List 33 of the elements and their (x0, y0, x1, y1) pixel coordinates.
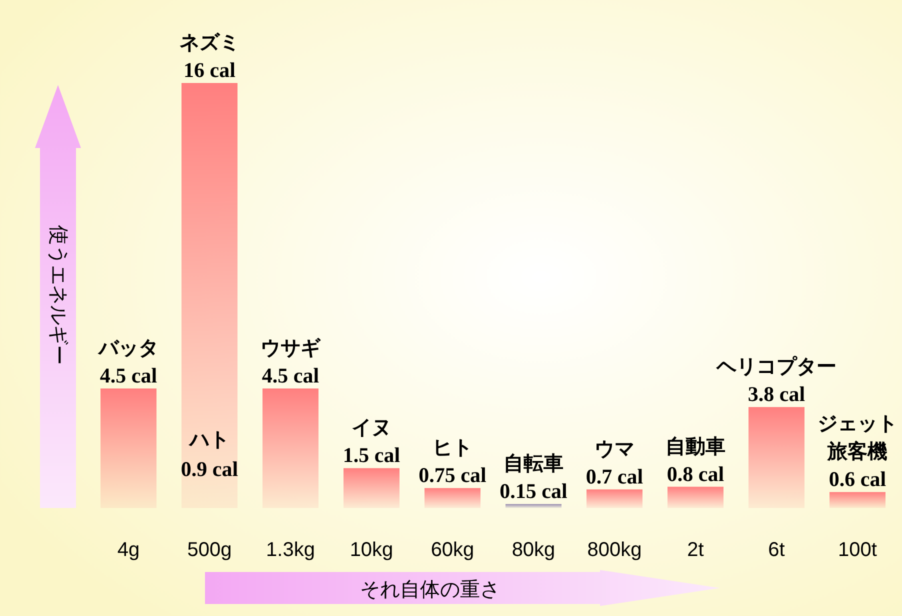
data-label: 0.7 cal (586, 464, 644, 488)
x-tick-label: 6t (768, 539, 786, 561)
annotation: ウサギ (260, 337, 322, 360)
annotation: バッタ (98, 337, 158, 360)
data-label: 16 cal (184, 58, 236, 82)
annotation: ネズミ (180, 32, 240, 54)
annotation: ハト 0.9 cal (180, 429, 238, 481)
annotation: 自動車 (666, 436, 726, 458)
data-label: 4.5 cal (262, 363, 320, 388)
x-axis-title: それ自体の重さ (360, 579, 500, 601)
annotation: 自転車 (504, 453, 564, 476)
x-tick-label: 80kg (512, 539, 556, 561)
annotation: イヌ (352, 417, 392, 440)
data-label: 0.8 cal (666, 462, 724, 486)
x-tick-label: 1.3kg (266, 539, 315, 561)
data-label: 4.5 cal (100, 363, 158, 388)
data-label: 1.5 cal (342, 443, 400, 468)
annotation: ウマ (594, 438, 634, 460)
annotation: ヒト (432, 437, 472, 460)
y-axis-title: 使うエネルギー (47, 225, 69, 365)
data-label: 3.8 cal (748, 382, 806, 406)
data-label: 0.75 cal (418, 463, 486, 488)
x-tick-label: 10kg (350, 539, 394, 561)
x-tick-label: 60kg (430, 539, 474, 561)
x-tick-label: 100t (838, 539, 878, 561)
data-label: 0.15 cal (500, 479, 568, 504)
x-tick-label: 4g (117, 539, 140, 561)
x-tick-label: 2t (687, 539, 704, 561)
x-tick-label: 500g (187, 539, 232, 561)
annotation: ヘリコプター (716, 355, 836, 378)
x-tick-label: 800kg (587, 539, 642, 561)
data-label: 0.6 cal (828, 467, 886, 492)
annotation: ジェット旅客機 (818, 413, 898, 464)
